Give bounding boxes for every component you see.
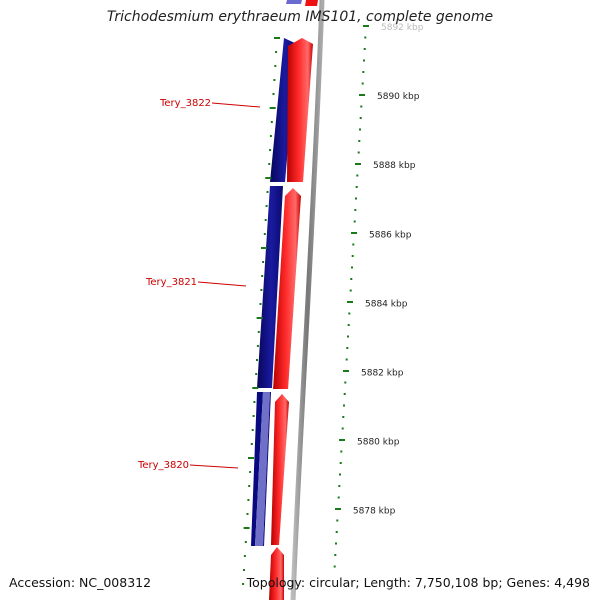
forward-gene-bottom[interactable] — [269, 547, 284, 600]
inner-tick-marks — [242, 37, 280, 585]
gene-label-leader — [211, 102, 261, 108]
gene-label[interactable]: Tery_3822 — [159, 98, 211, 109]
gene-label[interactable]: Tery_3820 — [137, 460, 189, 471]
scale-label: 5890 kbp — [377, 92, 420, 102]
reverse-gene-tery-3820-light — [255, 392, 270, 546]
forward-gene-upper[interactable] — [287, 38, 313, 182]
scale-label: 5884 kbp — [365, 299, 408, 309]
gene-label-leader — [189, 464, 239, 469]
reverse-gene-top — [286, 0, 302, 4]
gene-label[interactable]: Tery_3821 — [145, 277, 197, 288]
scale-label: 5892 kbp — [381, 23, 424, 33]
forward-gene-middle[interactable] — [273, 188, 301, 390]
scale-label: 5880 kbp — [357, 438, 400, 448]
outer-tick-marks — [333, 25, 369, 568]
scale-label: 5878 kbp — [353, 507, 396, 517]
gene-label-leader — [197, 281, 247, 287]
scale-label: 5882 kbp — [361, 369, 404, 379]
genome-backbone-line — [290, 0, 325, 601]
gene-labels: Tery_3822 Tery_3821 Tery_3820 — [137, 98, 261, 471]
forward-gene-top — [305, 0, 318, 6]
scale-label: 5888 kbp — [373, 161, 416, 171]
forward-gene-lower[interactable] — [271, 394, 289, 545]
reverse-gene-tery-3820-dark — [263, 392, 271, 546]
page-title: Trichodesmium erythraeum IMS101, complet… — [106, 9, 494, 25]
scale-labels: 5892 kbp 5890 kbp 5888 kbp 5886 kbp 5884 kbp… — [353, 23, 424, 517]
genome-summary: Topology: circular; Length: 7,750,108 bp… — [246, 575, 590, 590]
scale-label: 5886 kbp — [369, 230, 412, 240]
accession-label: Accession: NC_008312 — [9, 575, 152, 590]
reverse-gene-tery-3820[interactable] — [251, 392, 263, 546]
reverse-gene-tery-3821[interactable] — [257, 186, 283, 388]
